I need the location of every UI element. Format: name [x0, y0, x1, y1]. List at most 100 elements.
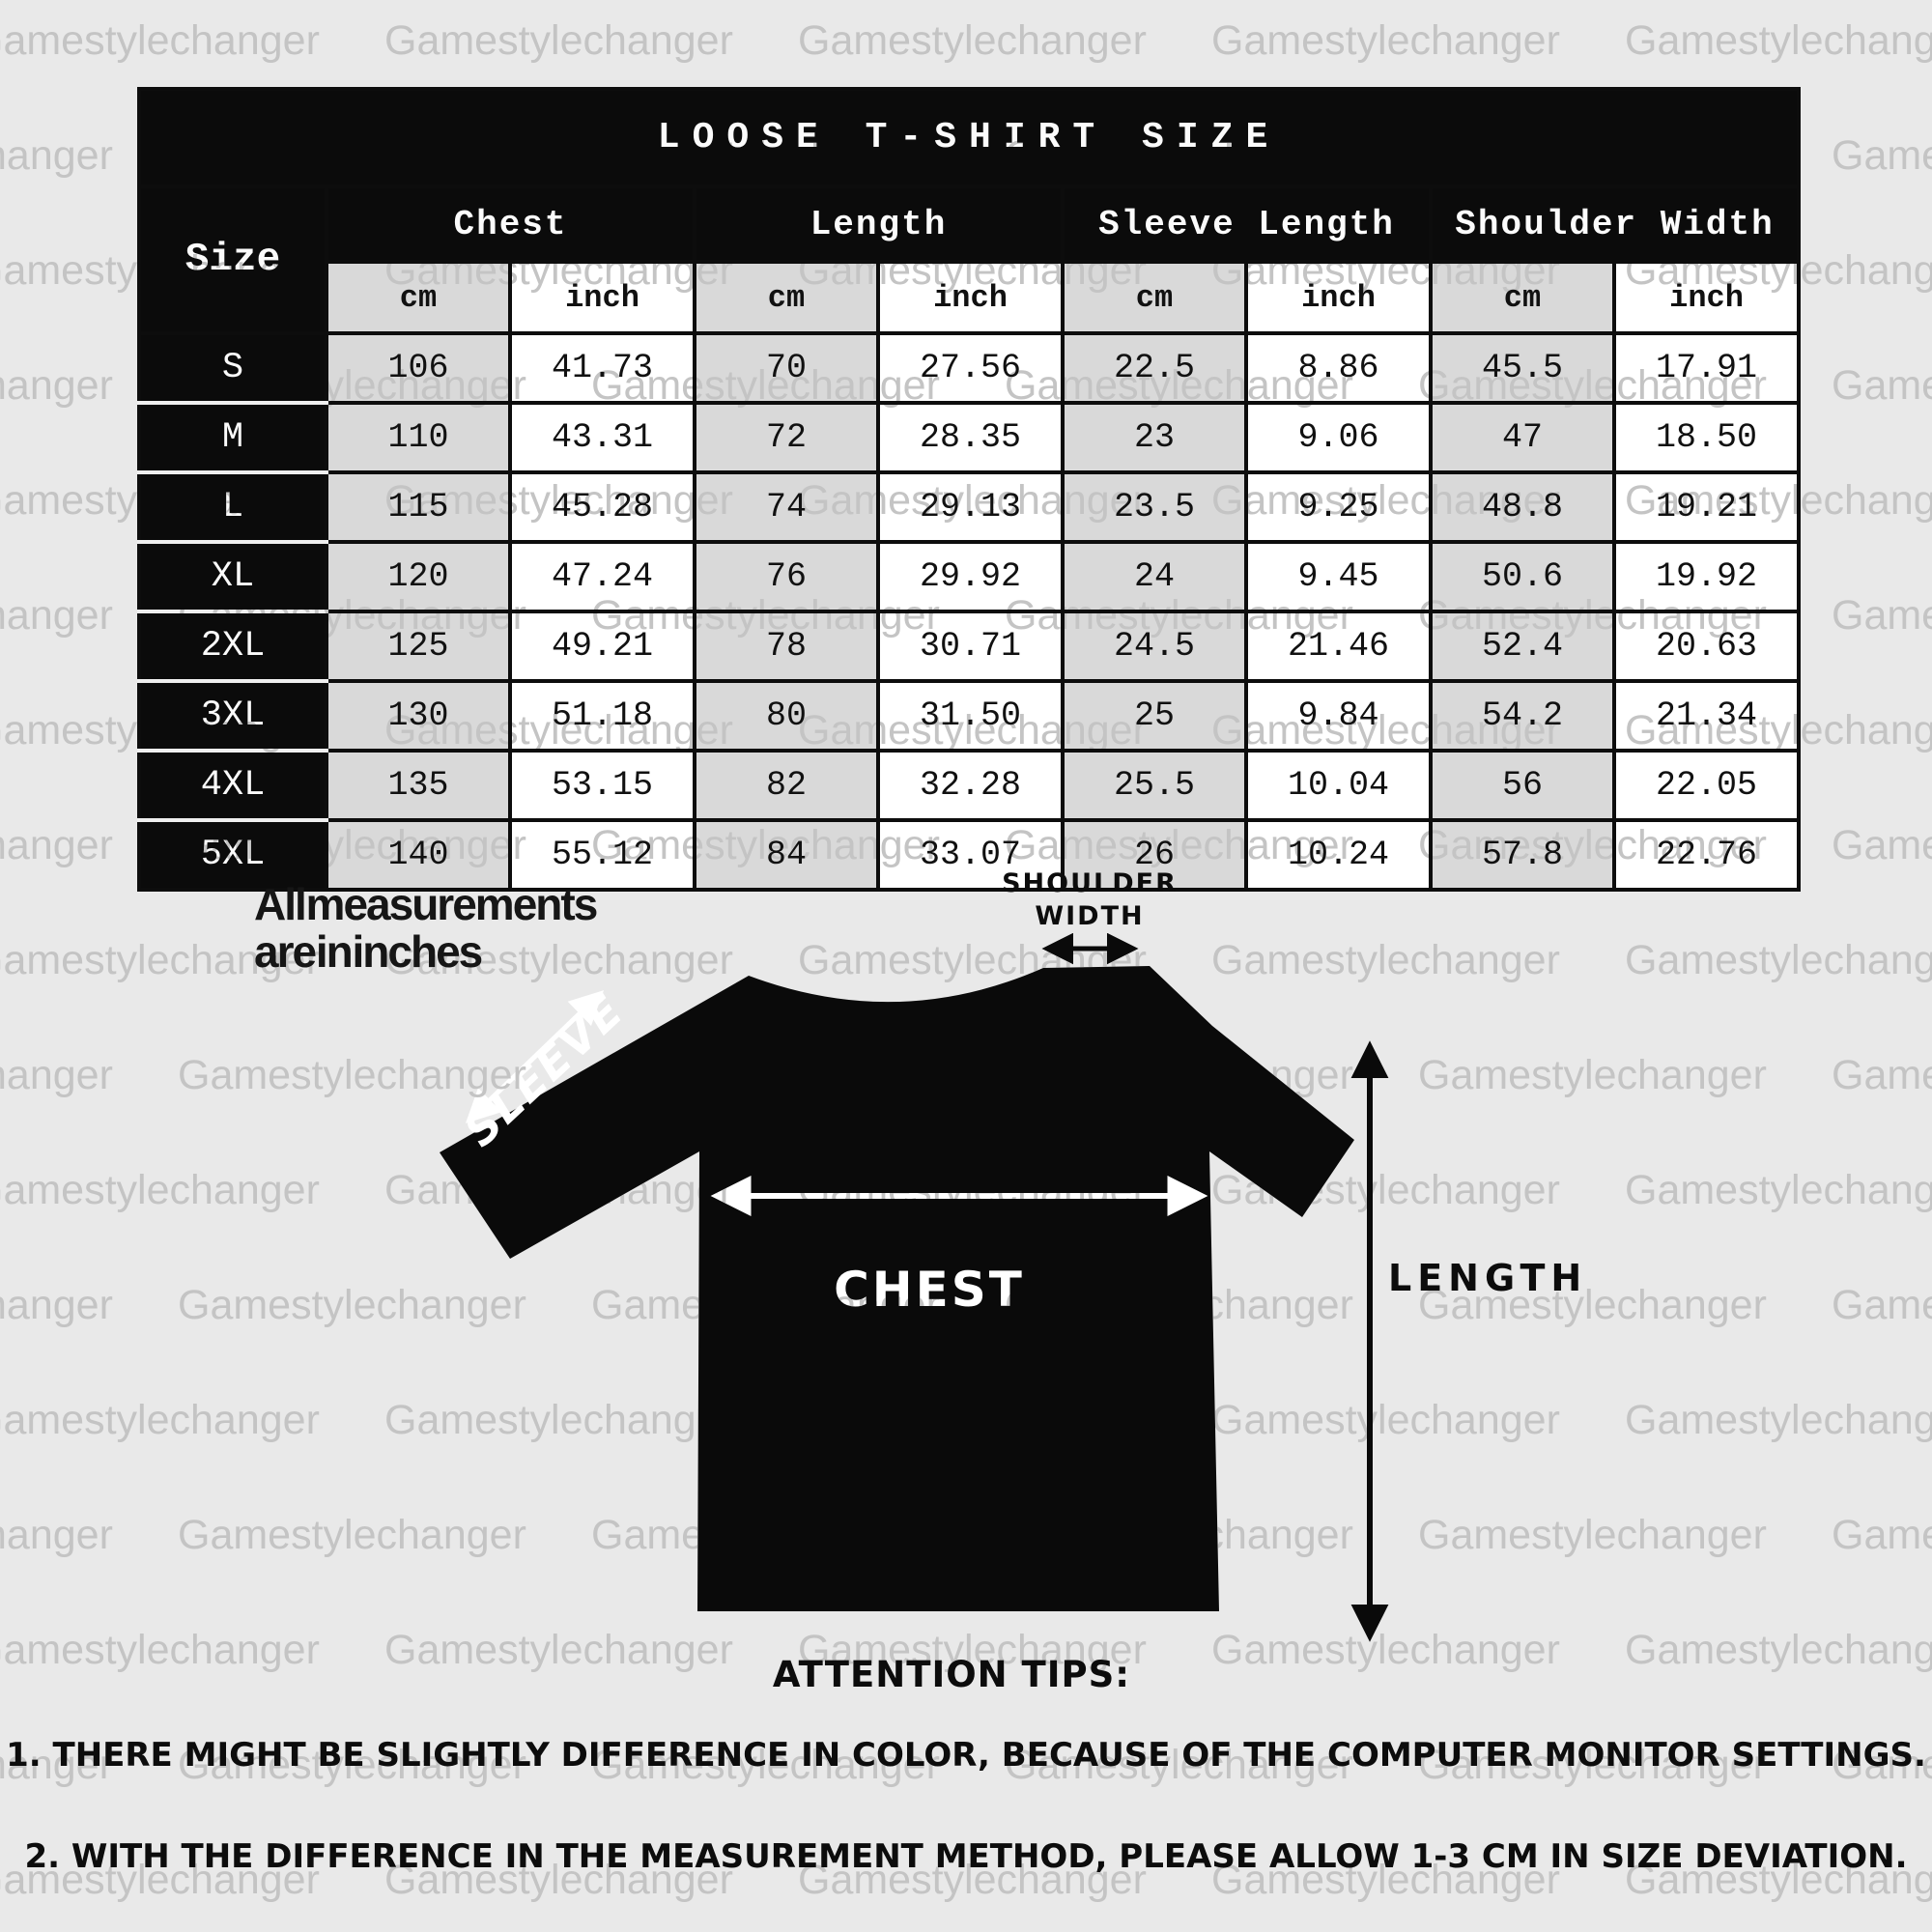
shoulder-in-cell: 18.50	[1611, 401, 1802, 474]
unit-header-sleeve-cm: cm	[1061, 260, 1248, 335]
watermark-text: Gamestylechanger	[0, 1052, 113, 1098]
table-row: 5XL 140 55.12 84 33.07 26 10.24 57.8 22.76	[137, 818, 1802, 892]
col-header-size: Size	[137, 185, 328, 335]
shoulder-in-cell: 17.91	[1611, 331, 1802, 405]
shoulder-in-cell: 22.76	[1611, 818, 1802, 892]
unit-header-shoulder-cm: cm	[1429, 260, 1616, 335]
chest-in-cell: 41.73	[508, 331, 696, 405]
col-header-length: Length	[693, 185, 1065, 264]
sleeve-arrow	[465, 990, 605, 1123]
length-in-cell: 30.71	[876, 610, 1065, 683]
watermark-text: Gamestylechanger	[1832, 1052, 1932, 1098]
watermark-text: Gamestylechanger	[1211, 17, 1560, 64]
sleeve-in-cell: 21.46	[1244, 610, 1433, 683]
watermark-text: Gamestylechanger	[0, 362, 113, 409]
watermark-text: Gamestylechanger	[384, 17, 733, 64]
table-group-header-row: Size Chest Length Sleeve Length Shoulder…	[137, 185, 1802, 335]
tshirt-silhouette	[440, 966, 1354, 1611]
shoulder-cm-cell: 56	[1429, 749, 1616, 822]
sleeve-cm-cell: 25.5	[1061, 749, 1248, 822]
unit-header-length-inch: inch	[876, 260, 1065, 335]
length-in-cell: 29.13	[876, 470, 1065, 544]
col-header-chest: Chest	[325, 185, 696, 264]
size-cell: 4XL	[137, 749, 328, 822]
table-row: M 110 43.31 72 28.35 23 9.06 47 18.50	[137, 401, 1802, 474]
size-cell: 2XL	[137, 610, 328, 683]
table-row: 2XL 125 49.21 78 30.71 24.5 21.46 52.4 20.63	[137, 610, 1802, 683]
watermark-text: Gamestylechanger	[1625, 937, 1932, 983]
table-row: L 115 45.28 74 29.13 23.5 9.25 48.8 19.21	[137, 470, 1802, 544]
shoulder-cm-cell: 47	[1429, 401, 1616, 474]
shoulder-cm-cell: 48.8	[1429, 470, 1616, 544]
attention-tip-2: 2. WITH THE DIFFERENCE IN THE MEASUREMEN…	[24, 1837, 1908, 1876]
unit-header-shoulder-inch: inch	[1611, 260, 1802, 335]
unit-header-chest-cm: cm	[325, 260, 512, 335]
length-in-cell: 32.28	[876, 749, 1065, 822]
chest-cm-cell: 140	[325, 818, 512, 892]
table-row: 3XL 130 51.18 80 31.50 25 9.84 54.2 21.34	[137, 679, 1802, 753]
watermark-text: Gamestylechanger	[1832, 1512, 1932, 1558]
col-header-shoulder-width: Shoulder Width	[1428, 185, 1802, 264]
chest-cm-cell: 130	[325, 679, 512, 753]
watermark-text: Gamestylechanger	[0, 1167, 320, 1213]
length-cm-cell: 72	[693, 401, 880, 474]
chest-cm-cell: 110	[325, 401, 512, 474]
measurements-note-line1: All measurements	[254, 879, 598, 929]
sleeve-cm-cell: 24.5	[1061, 610, 1248, 683]
size-table-body: S 106 41.73 70 27.56 22.5 8.86 45.5 17.91 M 110 43.…	[137, 331, 1802, 892]
shoulder-in-cell: 22.05	[1611, 749, 1802, 822]
table-title-row: LOOSE T-SHIRT SIZE	[136, 87, 1802, 188]
length-in-cell: 29.92	[876, 540, 1065, 613]
watermark-text: Gamestylechanger	[0, 1627, 320, 1673]
sleeve-in-cell: 10.24	[1244, 818, 1433, 892]
sleeve-cm-cell: 26	[1061, 818, 1248, 892]
size-cell: 3XL	[137, 679, 328, 753]
table-row: S 106 41.73 70 27.56 22.5 8.86 45.5 17.91	[137, 331, 1802, 405]
sleeve-in-cell: 9.84	[1244, 679, 1433, 753]
sleeve-in-cell: 9.06	[1244, 401, 1433, 474]
length-cm-cell: 80	[693, 679, 880, 753]
sleeve-cm-cell: 23	[1061, 401, 1248, 474]
size-cell: XL	[137, 540, 328, 613]
length-in-cell: 33.07	[876, 818, 1065, 892]
chest-in-cell: 55.12	[508, 818, 696, 892]
chest-cm-cell: 125	[325, 610, 512, 683]
shoulder-cm-cell: 52.4	[1429, 610, 1616, 683]
chest-in-cell: 45.28	[508, 470, 696, 544]
watermark-text: Gamestylechanger	[1625, 1397, 1932, 1443]
watermark-text: Gamestylechanger	[1832, 132, 1932, 179]
watermark-text: Gamestylechanger	[0, 132, 113, 179]
watermark-text: Gamestylechanger	[798, 17, 1147, 64]
attention-tips-heading: ATTENTION TIPS:	[772, 1654, 1131, 1695]
unit-header-length-cm: cm	[693, 260, 880, 335]
chest-cm-cell: 106	[325, 331, 512, 405]
watermark-text: Gamestylechanger	[0, 822, 113, 868]
measurements-note-line2: are in inches	[254, 925, 483, 977]
watermark-text: Gamestylechanger	[0, 592, 113, 639]
unit-header-sleeve-inch: inch	[1244, 260, 1433, 335]
col-header-sleeve-length: Sleeve Length	[1061, 185, 1433, 264]
shoulder-in-cell: 19.21	[1611, 470, 1802, 544]
shoulder-cm-cell: 54.2	[1429, 679, 1616, 753]
table-title: LOOSE T-SHIRT SIZE	[136, 87, 1802, 188]
shoulder-in-cell: 20.63	[1611, 610, 1802, 683]
watermark-text: Gamestylechanger	[1832, 592, 1932, 639]
shoulder-width-label-line2: WIDTH	[1035, 901, 1145, 931]
size-table: LOOSE T-SHIRT SIZE Size Chest Length Sle…	[136, 87, 1802, 892]
shoulder-width-label-line1: SHOULDER	[1002, 868, 1178, 898]
watermark-text: Gamestylechanger	[1832, 822, 1932, 868]
chest-in-cell: 47.24	[508, 540, 696, 613]
chest-cm-cell: 120	[325, 540, 512, 613]
sleeve-in-cell: 9.45	[1244, 540, 1433, 613]
shoulder-in-cell: 19.92	[1611, 540, 1802, 613]
sleeve-in-cell: 8.86	[1244, 331, 1433, 405]
watermark-text: Gamestylechanger	[0, 1512, 113, 1558]
sleeve-in-cell: 10.04	[1244, 749, 1433, 822]
length-cm-cell: 82	[693, 749, 880, 822]
length-label: LENGTH	[1388, 1257, 1588, 1299]
length-cm-cell: 78	[693, 610, 880, 683]
chest-cm-cell: 115	[325, 470, 512, 544]
sleeve-in-cell: 9.25	[1244, 470, 1433, 544]
tshirt-diagram-svg	[440, 932, 1389, 1642]
